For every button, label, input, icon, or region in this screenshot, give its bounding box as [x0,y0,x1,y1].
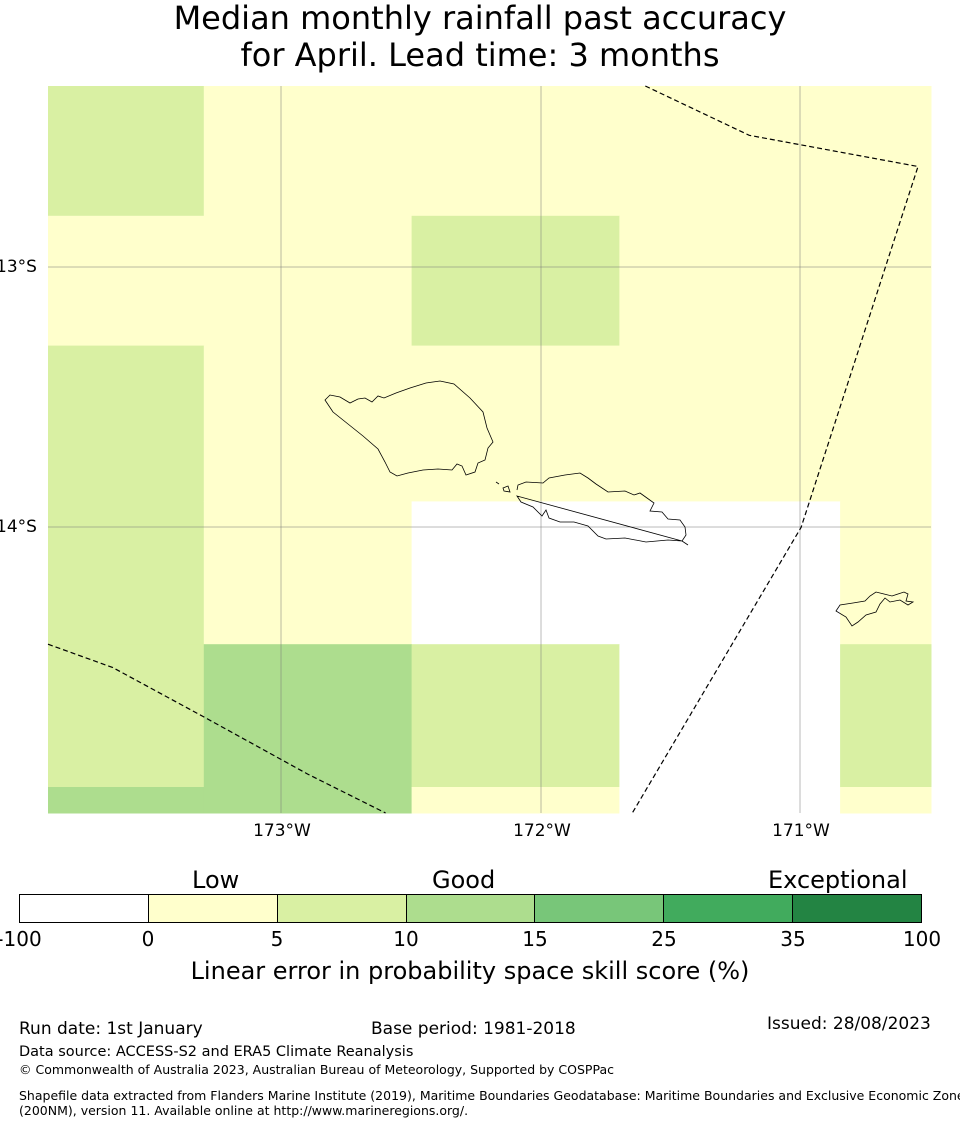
grid-cell-3 [411,215,620,347]
data-source: Data source: ACCESS-S2 and ERA5 Climate … [19,1044,414,1060]
upolu-island-outline [516,472,689,546]
title-line-2: for April. Lead time: 3 months [240,36,720,74]
savaii-island-outline [324,380,494,477]
grid-cell-17 [840,787,932,814]
skill-grid-cells [48,86,932,814]
colorbar-segment-1 [148,895,278,922]
colorbar-label: Linear error in probability space skill … [190,957,750,985]
grid-cell-10 [48,644,205,788]
shapefile-credit-line-2: (200NM), version 11. Available online at… [19,1103,469,1118]
legend-category-good: Good [432,866,496,894]
grid-cell-15 [619,644,841,814]
title-line-1: Median monthly rainfall past accuracy [173,0,787,37]
colorbar-tick-1: 0 [141,927,155,951]
run-date: Run date: 1st January [19,1019,203,1039]
colorbar-segment-4 [535,895,665,922]
grid-cell-7 [203,501,413,645]
colorbar-segment-3 [406,895,536,922]
lon-label-173w: 173°W [253,821,311,841]
colorbar-segment-5 [664,895,794,922]
grid-cell-4 [619,215,932,347]
grid-cell-2 [48,215,413,347]
grid-cell-8 [411,501,841,645]
grid-cell-5 [48,345,205,684]
grid-cell-6 [203,345,932,502]
lat-label-13s: 13°S [0,257,37,277]
lat-label-14s: 14°S [0,517,37,537]
colorbar-tick-3: 10 [393,927,419,951]
lon-label-172w: 172°W [513,821,571,841]
grid-cell-11 [48,787,205,814]
grid-cell-16 [840,644,932,788]
shapefile-credit-line-1: Shapefile data extracted from Flanders M… [19,1088,960,1103]
graticule [48,86,931,813]
apolima-manono-islets [495,481,511,493]
grid-cell-14 [411,787,620,814]
copyright: © Commonwealth of Australia 2023, Austra… [19,1062,614,1077]
issued-date: Issued: 28/08/2023 [767,1014,931,1034]
colorbar-segment-2 [277,895,407,922]
rainfall-skill-map [47,85,932,814]
base-period: Base period: 1981-2018 [371,1019,576,1039]
tutuila-island-outline [835,591,915,627]
eez-boundaries [47,85,919,814]
colorbar-tick-5: 25 [651,927,677,951]
grid-cell-0 [48,86,205,217]
grid-cell-13 [411,644,620,788]
chart-title: Median monthly rainfall past accuracy fo… [0,0,960,74]
grid-cell-12 [203,644,413,814]
colorbar-tick-6: 35 [780,927,806,951]
grid-cell-9 [840,501,932,645]
colorbar [19,894,922,923]
legend-category-exceptional: Exceptional [768,866,908,894]
lon-label-171w: 171°W [772,821,830,841]
eez-boundary-southwest [47,643,386,814]
colorbar-tick-0: -100 [0,927,42,951]
eez-boundary-north [631,85,919,814]
colorbar-tick-4: 15 [522,927,548,951]
colorbar-tick-7: 100 [902,927,942,951]
coastlines [324,380,915,627]
legend-category-low: Low [192,866,240,894]
colorbar-tick-2: 5 [270,927,284,951]
grid-cell-1 [203,86,932,217]
colorbar-segment-0 [20,895,149,922]
colorbar-segment-6 [793,895,922,922]
